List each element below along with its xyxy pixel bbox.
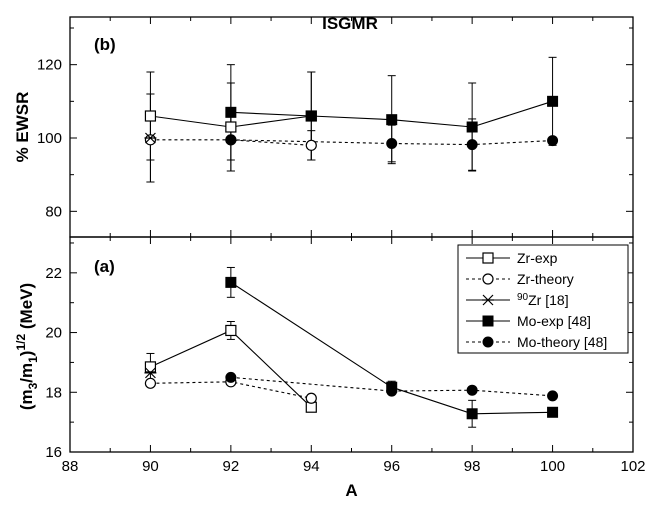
x-tick-label: 94 — [303, 458, 320, 475]
data-point — [305, 392, 317, 404]
panel-label: (a) — [94, 257, 115, 276]
data-point — [547, 135, 559, 147]
series-line — [150, 329, 312, 408]
panel-b-ewsr-chart: 80 100 120 (b) ISGMR % EWSR — [13, 14, 634, 238]
y-tick-label: 100 — [37, 130, 62, 147]
data-point — [225, 371, 237, 383]
data-point — [547, 406, 559, 418]
data-point — [225, 134, 237, 146]
legend-marker — [482, 252, 494, 264]
data-point — [466, 384, 478, 396]
data-point — [547, 390, 559, 402]
legend-label: Zr-exp — [517, 250, 558, 266]
data-point — [386, 385, 398, 397]
data-point — [225, 324, 237, 337]
x-tick-label: 96 — [383, 458, 400, 475]
y-tick-label: 20 — [45, 325, 62, 342]
y-tick-label: 80 — [45, 203, 62, 220]
data-point — [547, 95, 559, 107]
data-point — [386, 138, 398, 149]
data-point — [386, 114, 398, 126]
series-line — [230, 376, 553, 397]
x-tick-label: 100 — [540, 458, 565, 475]
legend-marker — [482, 336, 494, 348]
legend-label: Zr-theory — [517, 271, 574, 287]
data-point — [144, 361, 157, 373]
data-point — [144, 377, 157, 389]
legend-label: Mo-theory [48] — [517, 334, 607, 350]
x-tick-label: 102 — [620, 458, 645, 475]
x-tick-label: 92 — [223, 458, 240, 475]
y-tick-label: 18 — [45, 384, 62, 401]
x-axis-title: A — [345, 481, 357, 500]
plot-frame — [69, 16, 634, 238]
chart-title: ISGMR — [322, 14, 378, 33]
y-tick-label: 22 — [45, 265, 62, 282]
legend-label: Mo-exp [48] — [517, 313, 591, 329]
data-point — [225, 106, 237, 118]
data-point — [144, 110, 157, 122]
y-tick-label: 120 — [37, 57, 62, 74]
x-tick-label: 88 — [62, 458, 79, 475]
data-point — [225, 121, 237, 133]
y-axis-title: (m3/m1)1/2 (MeV) — [14, 283, 40, 410]
data-point — [466, 121, 478, 133]
data-point — [144, 132, 157, 144]
data-point — [466, 408, 478, 420]
x-tick-label: 90 — [142, 458, 159, 475]
data-point — [225, 276, 237, 288]
legend-marker — [482, 273, 494, 285]
data-point — [305, 110, 317, 122]
data-point — [144, 367, 157, 379]
data-point — [144, 134, 157, 146]
legend-marker — [482, 294, 494, 306]
panel-a-energy-ratio-chart: 88 90 92 94 96 98 100 102 16 18 20 22 (a) A (m3/m1)1/2… — [14, 236, 646, 500]
data-point — [305, 139, 317, 151]
x-tick-label: 98 — [464, 458, 481, 475]
y-axis-title: % EWSR — [13, 92, 32, 163]
y-tick-label: 16 — [45, 444, 62, 461]
panel-label: (b) — [94, 35, 116, 54]
data-point — [466, 139, 478, 151]
legend-marker — [482, 315, 494, 327]
series-line — [230, 281, 553, 415]
legend-label: 90Zr [18] — [517, 292, 569, 308]
